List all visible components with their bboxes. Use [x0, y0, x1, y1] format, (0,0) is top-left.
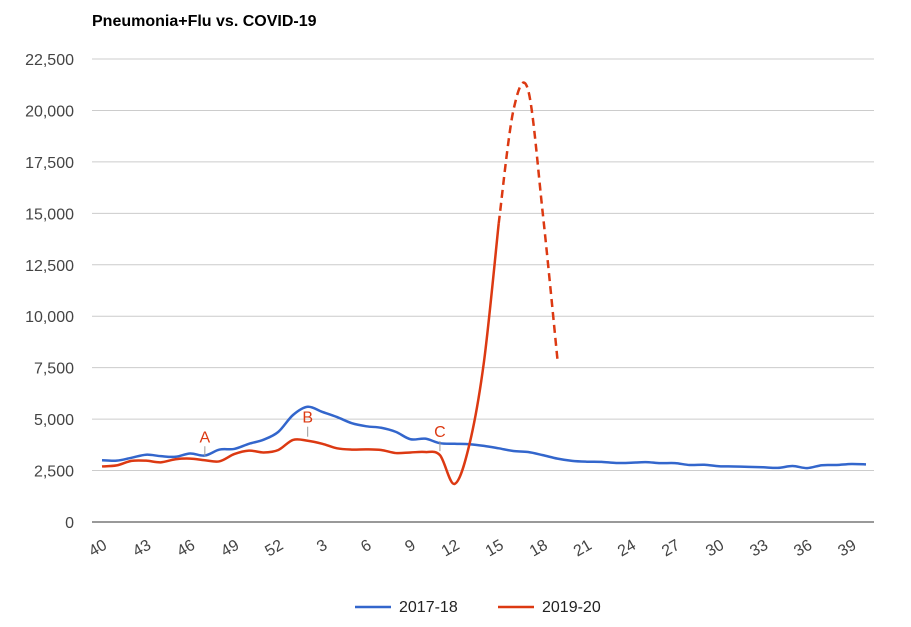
y-tick-label: 22,500 — [25, 52, 74, 69]
x-tick-label: 9 — [402, 537, 418, 556]
y-axis-ticks: 0 2,500 5,000 7,500 10,000 12,500 15,000 17,500… — [25, 52, 74, 532]
x-tick-label: 27 — [659, 537, 683, 561]
legend-label[interactable]: 2017-18 — [399, 599, 458, 616]
annotation-B: B — [302, 410, 313, 427]
y-tick-label: 0 — [65, 515, 74, 532]
x-tick-label: 40 — [86, 537, 110, 561]
gridlines — [92, 58, 874, 523]
x-tick-label: 6 — [358, 537, 374, 556]
x-tick-label: 36 — [791, 537, 815, 561]
y-tick-label: 5,000 — [34, 412, 74, 429]
y-tick-label: 20,000 — [25, 103, 74, 120]
y-tick-label: 12,500 — [25, 258, 74, 275]
x-tick-label: 12 — [439, 537, 463, 561]
series-line-projected-2019-20 — [497, 81, 559, 360]
x-tick-label: 39 — [835, 537, 859, 561]
legend[interactable]: 2017-18 2019-20 — [355, 599, 601, 616]
series-line-2017-18 — [101, 405, 867, 470]
x-tick-label: 3 — [314, 537, 330, 556]
x-tick-label: 24 — [615, 537, 639, 561]
y-tick-label: 10,000 — [25, 309, 74, 326]
series-line-2019-20 — [101, 223, 500, 486]
legend-label[interactable]: 2019-20 — [542, 599, 601, 616]
x-tick-label: 43 — [130, 537, 154, 561]
x-tick-label: 15 — [483, 537, 507, 561]
y-tick-label: 17,500 — [25, 155, 74, 172]
annotations: A B C — [200, 410, 446, 457]
x-tick-label: 33 — [747, 537, 771, 561]
series-lines — [101, 81, 867, 486]
x-tick-label: 21 — [571, 537, 595, 561]
x-tick-label: 30 — [703, 537, 727, 561]
x-tick-label: 52 — [262, 537, 286, 561]
x-tick-label: 46 — [174, 537, 198, 561]
y-tick-label: 2,500 — [34, 464, 74, 481]
annotation-C: C — [434, 424, 446, 441]
x-axis-ticks: 40 43 46 49 52 3 6 9 12 15 18 21 24 27 30 33 36 39 — [86, 537, 859, 561]
y-tick-label: 15,000 — [25, 206, 74, 223]
chart-title: Pneumonia+Flu vs. COVID-19 — [92, 13, 317, 30]
x-tick-label: 18 — [527, 537, 551, 561]
annotation-A: A — [200, 429, 211, 446]
y-tick-label: 7,500 — [34, 361, 74, 378]
x-tick-label: 49 — [218, 537, 242, 561]
